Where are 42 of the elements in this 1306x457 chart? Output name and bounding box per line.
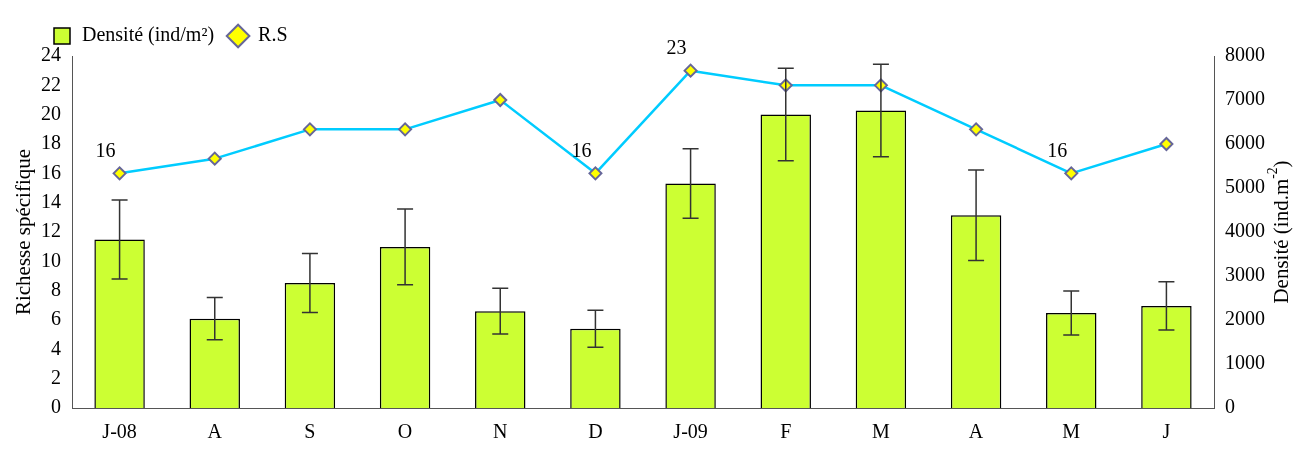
- y-tick-label: 4: [51, 336, 61, 359]
- y2-tick-label: 0: [1225, 395, 1235, 418]
- y-tick-label: 0: [51, 395, 61, 418]
- x-tick-label: F: [780, 420, 792, 443]
- y2-tick-label: 1000: [1225, 351, 1265, 374]
- x-tick-label: D: [588, 420, 603, 443]
- x-tick-label: A: [968, 420, 984, 443]
- x-tick-label: A: [207, 420, 223, 443]
- y-tick-label: 16: [41, 160, 61, 183]
- data-label: 16: [571, 138, 592, 161]
- x-tick-label: J-09: [673, 420, 708, 443]
- y2-tick-label: 4000: [1225, 219, 1265, 242]
- data-label: 23: [666, 35, 687, 58]
- y-tick-label: 12: [41, 219, 61, 242]
- x-tick-label: S: [304, 420, 316, 443]
- y-tick-label: 6: [51, 307, 61, 330]
- y2-axis-title: Densité (ind.m-2): [1265, 160, 1293, 304]
- x-tick-label: M: [1062, 420, 1081, 443]
- legend-label: R.S: [258, 23, 288, 46]
- y2-tick-label: 5000: [1225, 175, 1265, 198]
- data-label: 16: [95, 138, 116, 161]
- x-tick-label: J: [1162, 420, 1171, 443]
- y-axis-title: Richesse spécifique: [10, 148, 35, 316]
- data-label: 16: [1047, 138, 1068, 161]
- y-tick-label: 10: [41, 248, 61, 271]
- x-tick-label: N: [493, 420, 508, 443]
- y-tick-label: 2: [51, 365, 61, 388]
- y2-tick-label: 8000: [1225, 43, 1265, 66]
- y2-tick-label: 3000: [1225, 263, 1265, 286]
- y-tick-label: 24: [41, 43, 61, 66]
- y2-tick-label: 7000: [1225, 87, 1265, 110]
- y2-tick-label: 6000: [1225, 131, 1265, 154]
- y-tick-label: 20: [41, 101, 61, 124]
- x-tick-label: J-08: [102, 420, 137, 443]
- legend-label: Densité (ind/m²): [82, 23, 215, 47]
- x-tick-label: O: [397, 420, 413, 443]
- y-tick-label: 18: [41, 131, 61, 154]
- x-tick-label: M: [872, 420, 891, 443]
- y-tick-label: 22: [41, 72, 61, 95]
- y2-tick-label: 2000: [1225, 307, 1265, 330]
- y-tick-label: 14: [41, 189, 61, 212]
- y-tick-label: 8: [51, 277, 61, 300]
